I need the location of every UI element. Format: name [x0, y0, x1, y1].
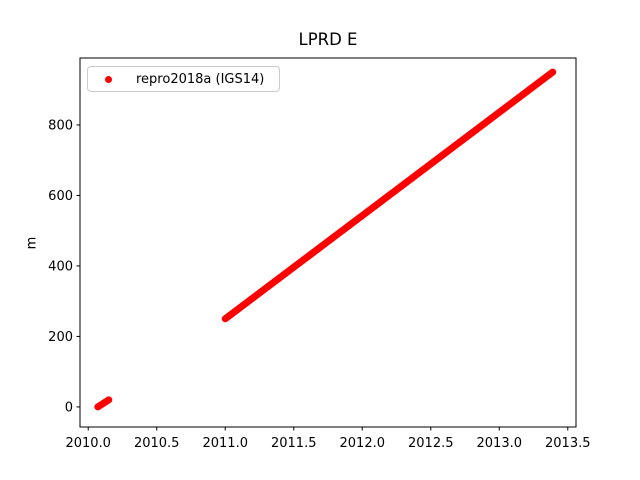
- x-tick-label: 2012.5: [408, 436, 454, 451]
- legend-label: repro2018a (IGS14): [136, 71, 265, 87]
- y-tick-label: 0: [65, 400, 73, 415]
- y-tick-label: 800: [48, 118, 73, 133]
- x-tick-label: 2011.5: [271, 436, 317, 451]
- y-tick-label: 600: [48, 189, 73, 204]
- chart-title: LPRD E: [298, 30, 358, 49]
- y-axis-label: m: [24, 236, 40, 250]
- axes-spines: [79, 57, 577, 428]
- x-tick-label: 2011.0: [202, 436, 248, 451]
- legend[interactable]: repro2018a (IGS14): [87, 66, 280, 92]
- y-tick-label: 200: [48, 330, 73, 345]
- data-series-segment: [221, 68, 557, 323]
- x-tick-label: 2012.0: [340, 436, 386, 451]
- legend-marker-icon: [105, 75, 112, 83]
- x-tick-label: 2013.0: [477, 436, 523, 451]
- data-series-segment: [94, 396, 113, 411]
- x-tick-label: 2010.0: [65, 436, 111, 451]
- x-tick-label: 2013.5: [545, 436, 591, 451]
- x-tick-label: 2010.5: [134, 436, 180, 451]
- y-tick-label: 400: [48, 259, 73, 274]
